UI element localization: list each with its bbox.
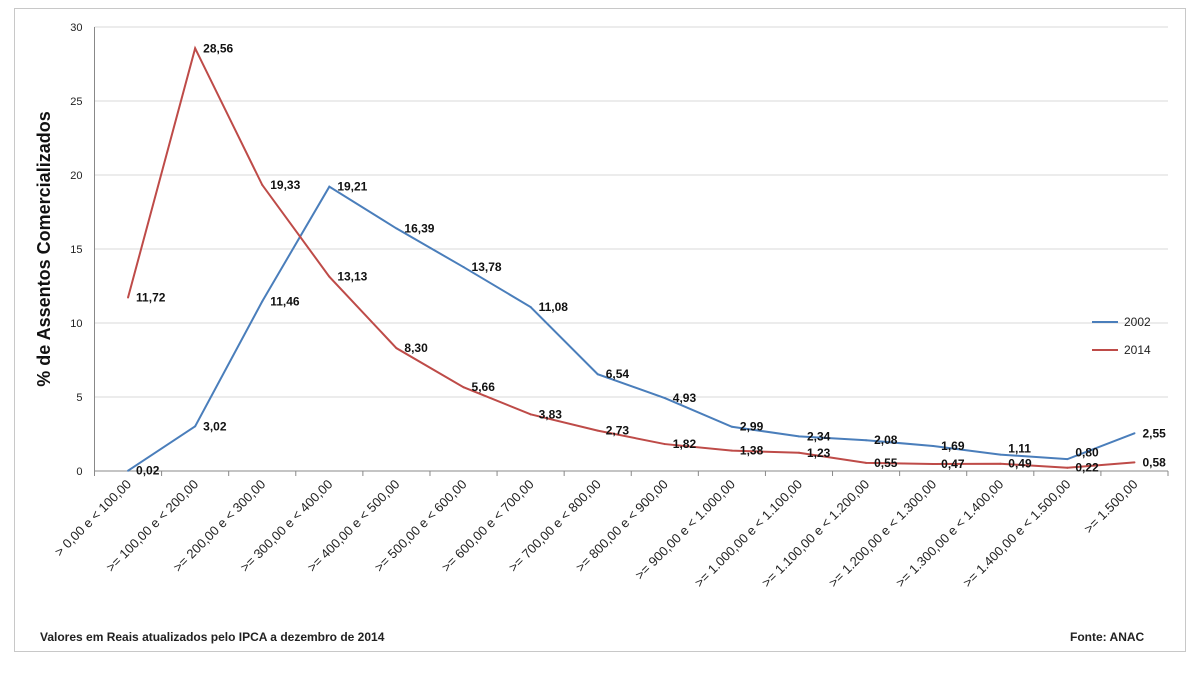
data-point (596, 373, 599, 376)
y-axis-title: % de Assentos Comercializados (34, 111, 54, 386)
y-tick-label: 0 (76, 466, 82, 478)
data-label: 13,13 (337, 270, 367, 284)
data-point (127, 469, 130, 472)
x-tick-label: >= 1.100,00 e < 1.200,00 (759, 477, 873, 591)
data-point (932, 444, 935, 447)
data-point (663, 397, 666, 400)
data-label: 0,58 (1142, 455, 1166, 469)
data-point (194, 425, 197, 428)
data-point (730, 449, 733, 452)
x-tick-label: >= 1.000,00 e < 1.100,00 (691, 477, 805, 591)
data-point (1066, 466, 1069, 469)
y-tick-label: 25 (70, 96, 82, 108)
footer-note: Valores em Reais atualizados pelo IPCA a… (40, 630, 385, 644)
data-label: 11,08 (539, 300, 569, 314)
data-label: 11,72 (136, 291, 166, 305)
series-line-2002 (127, 185, 1135, 472)
data-point (328, 275, 331, 278)
data-label: 1,38 (740, 444, 764, 458)
data-point (596, 429, 599, 432)
y-tick-label: 5 (76, 392, 82, 404)
data-point (730, 425, 733, 428)
data-point (462, 386, 465, 389)
legend-label: 2002 (1124, 315, 1151, 329)
data-point (529, 306, 532, 309)
x-tick-label: >= 1.300,00 e < 1.400,00 (893, 477, 1007, 591)
data-label: 0,22 (1075, 461, 1099, 475)
data-label: 0,02 (136, 464, 160, 478)
data-point (865, 461, 868, 464)
footer-source: Fonte: ANAC (1070, 630, 1145, 644)
data-label: 2,08 (874, 433, 898, 447)
data-point (999, 453, 1002, 456)
data-point (865, 439, 868, 442)
data-label: 1,23 (807, 446, 831, 460)
data-label: 6,54 (606, 367, 630, 381)
data-point (1133, 461, 1136, 464)
data-label: 4,93 (673, 391, 697, 405)
y-tick-label: 10 (70, 318, 82, 330)
data-label: 13,78 (472, 260, 502, 274)
data-label: 5,66 (472, 380, 496, 394)
data-label: 28,56 (203, 41, 233, 55)
data-label: 16,39 (404, 221, 434, 235)
x-tick-label: >= 1.200,00 e < 1.300,00 (826, 477, 940, 591)
data-point (663, 443, 666, 446)
x-tick-label: >= 1.500,00 (1081, 477, 1141, 537)
data-point (797, 435, 800, 438)
legend-label: 2014 (1124, 343, 1151, 357)
data-point (462, 266, 465, 269)
data-point (529, 413, 532, 416)
data-point (328, 185, 331, 188)
data-label: 0,47 (941, 457, 965, 471)
data-label: 1,82 (673, 437, 697, 451)
x-tick-label: >= 1.400,00 e < 1.500,00 (960, 477, 1074, 591)
data-label: 0,49 (1008, 457, 1032, 471)
data-label: 19,33 (270, 178, 300, 192)
data-point (1066, 458, 1069, 461)
data-point (194, 47, 197, 50)
series-line-2014 (127, 45, 1135, 469)
data-label: 19,21 (337, 180, 367, 194)
data-label: 0,55 (874, 456, 898, 470)
data-label: 2,55 (1142, 426, 1166, 440)
data-label: 0,80 (1075, 446, 1099, 460)
chart-frame (14, 8, 1186, 652)
data-point (261, 183, 264, 186)
data-point (395, 227, 398, 230)
y-tick-label: 15 (70, 244, 82, 256)
data-point (127, 296, 130, 299)
data-point (999, 462, 1002, 465)
data-label: 2,73 (606, 424, 630, 438)
data-label: 11,46 (270, 294, 300, 308)
data-point (1133, 432, 1136, 435)
y-tick-label: 20 (70, 170, 82, 182)
data-point (932, 463, 935, 466)
data-point (261, 300, 264, 303)
data-label: 3,83 (539, 407, 563, 421)
data-label: 2,34 (807, 429, 831, 443)
data-label: 3,02 (203, 419, 227, 433)
data-label: 1,11 (1008, 442, 1031, 456)
data-point (797, 451, 800, 454)
y-tick-label: 30 (70, 22, 82, 34)
data-label: 8,30 (404, 341, 428, 355)
data-label: 2,99 (740, 420, 764, 434)
data-label: 1,69 (941, 439, 965, 453)
data-point (395, 347, 398, 350)
